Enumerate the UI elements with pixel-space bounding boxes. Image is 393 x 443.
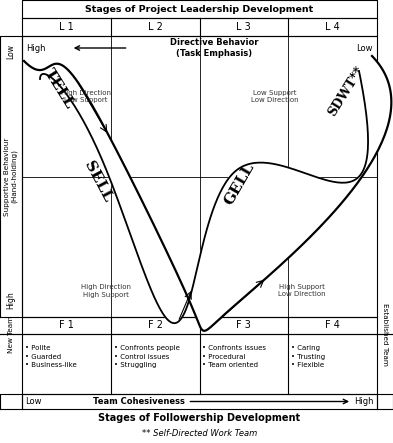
Text: High Direction
Low Support: High Direction Low Support — [61, 89, 111, 102]
Text: • Caring
• Trusting
• Flexible: • Caring • Trusting • Flexible — [291, 345, 325, 368]
Text: Low: Low — [25, 397, 42, 406]
Text: TELL: TELL — [42, 66, 77, 112]
Text: Established Team: Established Team — [382, 303, 388, 365]
Text: High: High — [7, 291, 15, 309]
Text: F 3: F 3 — [237, 320, 251, 330]
Text: L 1: L 1 — [59, 22, 74, 32]
Text: High Direction
High Support: High Direction High Support — [81, 284, 131, 298]
Text: L 4: L 4 — [325, 22, 340, 32]
Text: GELL: GELL — [222, 161, 257, 208]
Text: L 3: L 3 — [237, 22, 251, 32]
Text: High: High — [354, 397, 374, 406]
Text: L 2: L 2 — [148, 22, 163, 32]
Text: Supportive Behaviour
(Hand-holding): Supportive Behaviour (Hand-holding) — [4, 137, 18, 216]
Text: • Polite
• Guarded
• Business-like: • Polite • Guarded • Business-like — [25, 345, 77, 368]
Text: ** Self-Directed Work Team: ** Self-Directed Work Team — [142, 430, 257, 439]
Text: Low Support
Low Direction: Low Support Low Direction — [251, 89, 299, 102]
Text: SELL: SELL — [81, 159, 114, 204]
Text: High: High — [26, 43, 46, 53]
Text: Directive Behavior
(Task Emphasis): Directive Behavior (Task Emphasis) — [170, 38, 259, 58]
Text: F 1: F 1 — [59, 320, 74, 330]
Text: New Team: New Team — [8, 315, 14, 353]
Text: F 2: F 2 — [148, 320, 163, 330]
Text: High Support
Low Direction: High Support Low Direction — [278, 284, 325, 298]
Text: Low: Low — [7, 44, 15, 59]
Text: Stages of Project Leadership Development: Stages of Project Leadership Development — [85, 4, 314, 13]
Text: SDWT**: SDWT** — [325, 64, 366, 118]
Text: Stages of Followership Development: Stages of Followership Development — [98, 413, 301, 423]
Text: • Confronts issues
• Procedural
• Team oriented: • Confronts issues • Procedural • Team o… — [202, 345, 266, 368]
Polygon shape — [24, 56, 391, 331]
Text: F 4: F 4 — [325, 320, 340, 330]
Text: Low: Low — [356, 43, 373, 53]
Text: • Confronts people
• Control issues
• Struggling: • Confronts people • Control issues • St… — [114, 345, 180, 368]
Text: Team Cohesiveness: Team Cohesiveness — [93, 397, 184, 406]
